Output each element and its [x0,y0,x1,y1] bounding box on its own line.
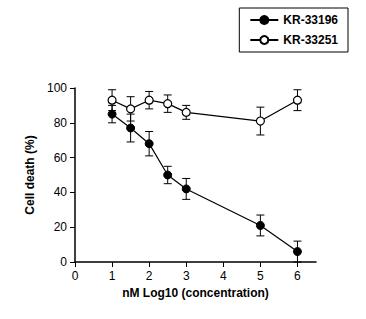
svg-text:2: 2 [146,269,153,283]
svg-text:0: 0 [72,269,79,283]
svg-text:Cell death (%): Cell death (%) [23,135,37,214]
svg-text:0: 0 [60,255,67,269]
svg-text:100: 100 [47,81,67,95]
svg-text:6: 6 [294,269,301,283]
svg-text:KR-33196: KR-33196 [283,13,338,27]
svg-text:4: 4 [220,269,227,283]
svg-text:3: 3 [183,269,190,283]
svg-text:nM Log10 (concentration): nM Log10 (concentration) [122,286,269,300]
svg-text:1: 1 [109,269,116,283]
svg-text:20: 20 [54,220,68,234]
svg-text:KR-33251: KR-33251 [283,33,338,47]
svg-text:5: 5 [257,269,264,283]
svg-text:40: 40 [54,185,68,199]
svg-text:80: 80 [54,116,68,130]
svg-text:60: 60 [54,151,68,165]
